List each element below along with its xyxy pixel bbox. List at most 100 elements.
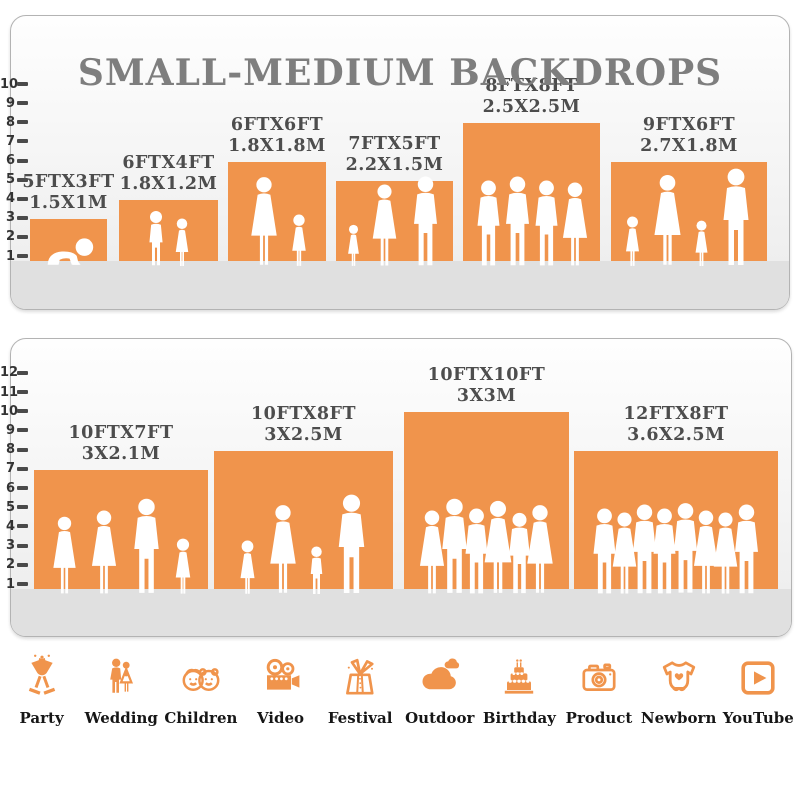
girl-silhouette-icon xyxy=(240,540,254,594)
y-axis-tick-mark xyxy=(17,254,28,258)
y-axis-tick: 10 xyxy=(0,403,28,419)
panel-floor xyxy=(11,261,789,309)
y-axis-tick-label: 11 xyxy=(0,384,19,400)
y-axis-tick: 7 xyxy=(0,461,28,477)
y-axis-tick-label: 4 xyxy=(5,191,15,207)
y-axis-tick-label: 3 xyxy=(5,210,15,226)
category-label-video: Video xyxy=(256,709,305,727)
bar-size-label-ft: 9FTX6FT xyxy=(642,114,736,135)
y-axis-tick-label: 2 xyxy=(5,557,15,573)
bar-size-label-ft: 10FTX7FT xyxy=(68,422,174,443)
party-icon xyxy=(28,654,55,695)
page-title: SMALL-MEDIUM BACKDROPS xyxy=(77,52,723,95)
bar-size-label-m: 1.8X1.2M xyxy=(119,173,218,194)
woman-silhouette-icon xyxy=(420,510,445,594)
woman-silhouette-icon xyxy=(654,174,681,265)
y-axis-tick-label: 5 xyxy=(5,499,15,515)
man-silhouette-icon xyxy=(414,176,437,266)
girl-silhouette-icon xyxy=(695,220,708,266)
y-axis-tick-label: 8 xyxy=(5,442,15,458)
y-axis-tick-label: 3 xyxy=(5,538,15,554)
backdrop-bar xyxy=(336,176,453,266)
y-axis-tick: 3 xyxy=(0,210,28,226)
backdrop-bar xyxy=(574,450,778,594)
woman-silhouette-icon xyxy=(693,510,718,594)
y-axis-tick-label: 10 xyxy=(0,76,19,92)
girl-silhouette-icon xyxy=(175,218,189,266)
y-axis-tick-mark xyxy=(17,582,28,586)
y-axis-tick: 9 xyxy=(0,422,28,438)
y-axis-tick: 1 xyxy=(0,248,28,264)
y-axis-tick-mark xyxy=(17,543,28,548)
woman-silhouette-icon xyxy=(372,184,397,266)
category-video: Video xyxy=(243,654,319,727)
bar-size-label: 7FTX5FT 2.2X1.5M xyxy=(346,134,444,176)
man-silhouette-icon xyxy=(653,508,676,594)
man-silhouette-icon xyxy=(535,180,557,266)
girl-silhouette-icon xyxy=(291,214,306,266)
y-axis-tick-mark xyxy=(17,234,28,239)
silhouette-group xyxy=(599,168,779,268)
y-axis-tick-label: 1 xyxy=(5,248,15,264)
birthday-icon xyxy=(505,659,534,694)
category-children: Children xyxy=(163,654,239,727)
silhouette-group xyxy=(562,502,790,596)
y-axis-tick-label: 7 xyxy=(5,133,15,149)
backdrop-bar xyxy=(611,161,767,266)
y-axis-tick: 6 xyxy=(0,153,28,169)
silhouette-group xyxy=(202,494,405,596)
category-label-wedding: Wedding xyxy=(84,709,158,727)
y-axis-tick: 8 xyxy=(0,442,28,458)
man-silhouette-icon xyxy=(633,504,657,594)
bar-size-label-m: 3.6X2.5M xyxy=(627,424,725,445)
girl-silhouette-icon xyxy=(626,216,639,266)
bar-size-label-m: 2.7X1.8M xyxy=(640,135,738,156)
category-label-newborn: Newborn xyxy=(640,709,717,727)
y-axis-tick-mark xyxy=(17,82,28,87)
silhouette-group xyxy=(392,498,581,596)
y-axis-tick: 8 xyxy=(0,114,28,130)
category-icon-row: Party Wedding Children Video Festival Ou… xyxy=(0,654,800,727)
category-label-children: Children xyxy=(164,709,238,727)
y-axis-tick-mark xyxy=(17,466,28,471)
y-axis-tick-label: 10 xyxy=(0,403,19,419)
y-axis-tick: 7 xyxy=(0,133,28,149)
medium-large-chart-panel: 10FTX7FT 3X2.1M 10FTX8FT 3X2.5M 10FTX10FT 3X3… xyxy=(10,338,792,637)
man-silhouette-icon xyxy=(465,508,488,594)
woman-silhouette-icon xyxy=(52,516,76,594)
man-silhouette-icon xyxy=(442,498,467,593)
category-label-birthday: Birthday xyxy=(482,709,556,727)
product-icon xyxy=(582,663,616,691)
y-axis-tick-label: 1 xyxy=(5,576,15,592)
bar-size-label-m: 1.8X1.8M xyxy=(228,135,326,156)
woman-silhouette-icon xyxy=(562,182,587,266)
man-silhouette-icon xyxy=(723,168,749,265)
category-label-festival: Festival xyxy=(327,709,393,727)
y-axis-tick-mark xyxy=(17,447,28,452)
category-label-product: Product xyxy=(565,709,633,727)
backdrop-bar xyxy=(30,218,107,265)
bar-size-label-ft: 5FTX3FT xyxy=(22,171,115,192)
boy-silhouette-icon xyxy=(310,546,322,594)
backdrop-bar xyxy=(119,199,218,266)
bar-size-label-m: 3X3M xyxy=(456,386,517,407)
category-birthday: Birthday xyxy=(481,654,557,727)
y-axis-tick: 3 xyxy=(0,538,28,554)
backdrop-bar xyxy=(404,412,569,594)
bar-size-label-ft: 10FTX8FT xyxy=(250,403,357,424)
man-silhouette-icon xyxy=(734,504,758,594)
category-label-youtube: YouTube xyxy=(722,709,794,727)
category-party: Party xyxy=(4,654,80,727)
y-axis-tick-label: 9 xyxy=(5,95,15,111)
panel-floor xyxy=(11,589,791,636)
y-axis-tick: 5 xyxy=(0,172,28,188)
category-wedding: Wedding xyxy=(83,654,159,727)
bar-size-label-ft: 12FTX8FT xyxy=(623,403,729,424)
y-axis-tick: 2 xyxy=(0,557,28,573)
bar-size-label-ft: 8FTX8FT xyxy=(485,76,578,97)
y-axis-tick-label: 7 xyxy=(5,461,15,477)
children-icon xyxy=(182,668,220,692)
bar-size-label: 9FTX6FT 2.7X1.8M xyxy=(640,115,738,157)
bar-size-label: 12FTX8FT 3.6X2.5M xyxy=(623,404,728,446)
